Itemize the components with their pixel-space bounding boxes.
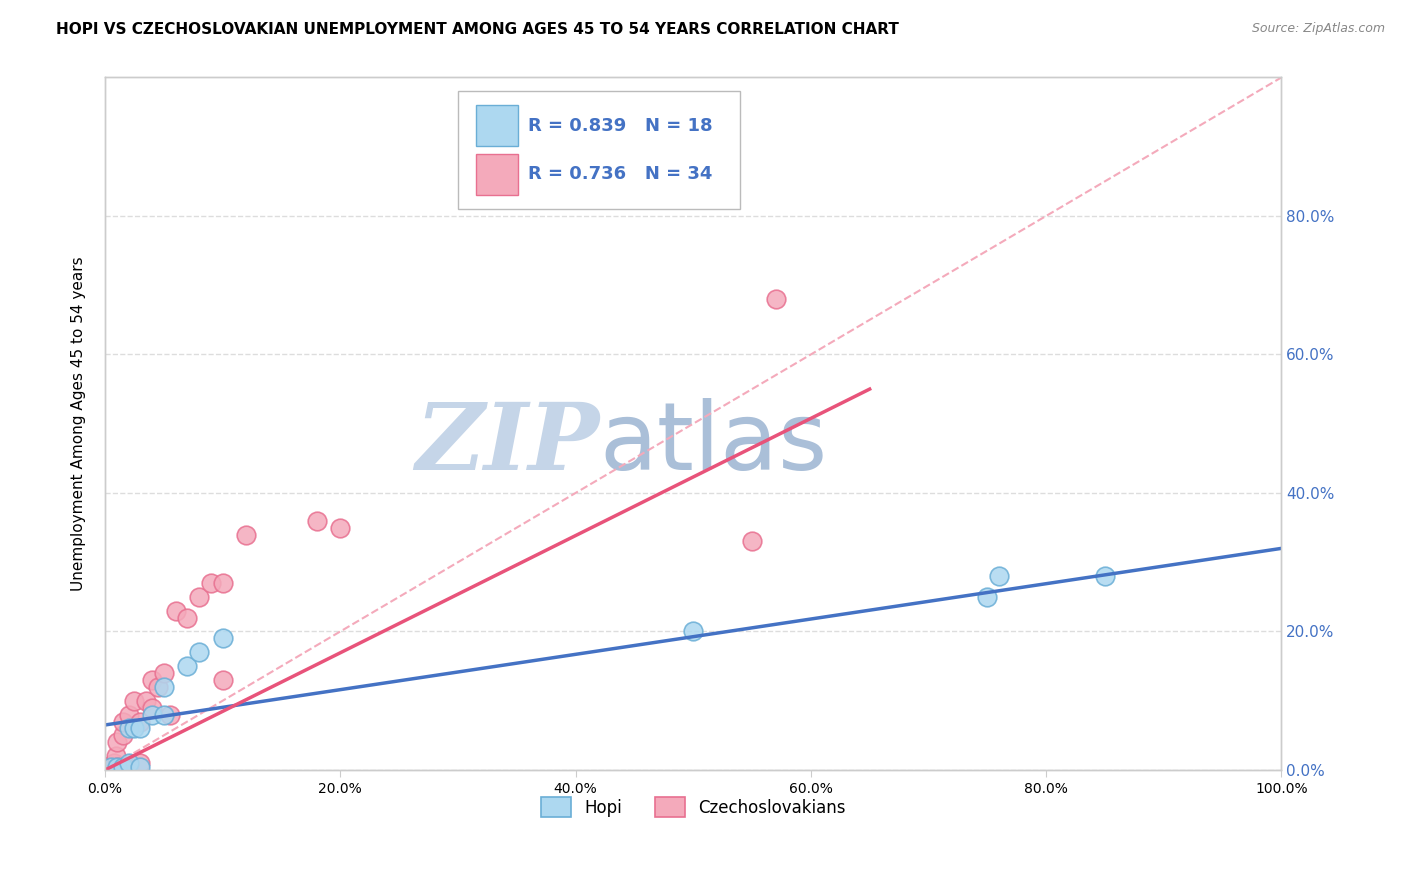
Point	[117, 707, 139, 722]
Point	[111, 728, 134, 742]
Point	[97, 759, 120, 773]
Point	[235, 527, 257, 541]
Point	[153, 707, 176, 722]
FancyBboxPatch shape	[475, 154, 517, 194]
Point	[124, 722, 146, 736]
Point	[741, 534, 763, 549]
Point	[682, 624, 704, 639]
Point	[153, 666, 176, 681]
Point	[101, 759, 124, 773]
Point	[105, 735, 128, 749]
FancyBboxPatch shape	[458, 91, 740, 209]
Point	[765, 292, 787, 306]
Text: atlas: atlas	[599, 399, 827, 491]
Text: Source: ZipAtlas.com: Source: ZipAtlas.com	[1251, 22, 1385, 36]
Point	[211, 673, 233, 687]
Point	[988, 569, 1011, 583]
Point	[165, 604, 187, 618]
Point	[305, 514, 328, 528]
Point	[111, 714, 134, 729]
Point	[135, 694, 157, 708]
Point	[129, 722, 152, 736]
Point	[117, 722, 139, 736]
Point	[129, 756, 152, 770]
Point	[141, 707, 163, 722]
Point	[129, 759, 152, 773]
Point	[105, 759, 128, 773]
Point	[211, 576, 233, 591]
Text: R = 0.839   N = 18: R = 0.839 N = 18	[529, 117, 713, 135]
Point	[100, 759, 122, 773]
Point	[103, 756, 125, 770]
Y-axis label: Unemployment Among Ages 45 to 54 years: Unemployment Among Ages 45 to 54 years	[72, 256, 86, 591]
Text: HOPI VS CZECHOSLOVAKIAN UNEMPLOYMENT AMONG AGES 45 TO 54 YEARS CORRELATION CHART: HOPI VS CZECHOSLOVAKIAN UNEMPLOYMENT AMO…	[56, 22, 898, 37]
Point	[976, 590, 998, 604]
Point	[200, 576, 222, 591]
Point	[146, 680, 169, 694]
Point	[117, 759, 139, 773]
Point	[98, 759, 121, 773]
Point	[104, 749, 127, 764]
Text: R = 0.736   N = 34: R = 0.736 N = 34	[529, 165, 713, 184]
Point	[105, 759, 128, 773]
Point	[176, 659, 198, 673]
Point	[103, 759, 125, 773]
Legend: Hopi, Czechoslovakians: Hopi, Czechoslovakians	[534, 790, 852, 824]
Point	[211, 632, 233, 646]
Point	[100, 759, 122, 773]
Point	[176, 610, 198, 624]
Text: ZIP: ZIP	[415, 400, 599, 490]
Point	[188, 645, 211, 659]
Point	[141, 700, 163, 714]
Point	[159, 707, 181, 722]
FancyBboxPatch shape	[475, 105, 517, 146]
Point	[141, 673, 163, 687]
Point	[111, 759, 134, 773]
Point	[329, 520, 352, 534]
Point	[1094, 569, 1116, 583]
Point	[153, 680, 176, 694]
Point	[124, 694, 146, 708]
Point	[129, 714, 152, 729]
Point	[117, 756, 139, 770]
Point	[188, 590, 211, 604]
Point	[96, 759, 118, 773]
